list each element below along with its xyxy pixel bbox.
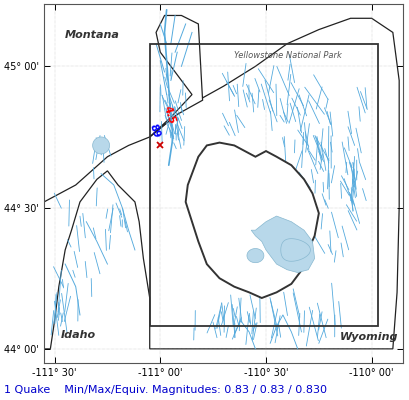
Polygon shape: [92, 137, 109, 154]
Polygon shape: [185, 143, 318, 298]
Text: 1 Quake    Min/Max/Equiv. Magnitudes: 0.83 / 0.83 / 0.830: 1 Quake Min/Max/Equiv. Magnitudes: 0.83 …: [4, 385, 326, 395]
Text: Wyoming: Wyoming: [339, 332, 398, 342]
Text: Idaho: Idaho: [61, 330, 96, 340]
Polygon shape: [280, 239, 310, 261]
Polygon shape: [149, 16, 202, 137]
Polygon shape: [44, 18, 398, 349]
Text: Yellowstone National Park: Yellowstone National Park: [234, 51, 342, 60]
Text: 4.5: 4.5: [161, 105, 176, 126]
Polygon shape: [246, 248, 263, 263]
Bar: [149, 44, 377, 326]
Text: 89: 89: [146, 123, 161, 140]
Text: Montana: Montana: [65, 30, 120, 40]
Polygon shape: [251, 216, 314, 272]
